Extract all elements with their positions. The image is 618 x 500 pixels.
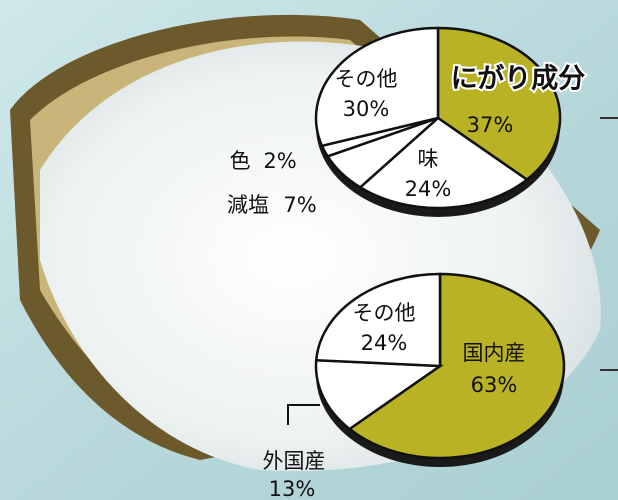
pie-slice — [436, 26, 562, 182]
slice-label: 減塩 — [227, 193, 269, 217]
slice-label: 外国産 — [263, 449, 326, 473]
pie-slice — [358, 116, 530, 210]
value-label: 30% — [343, 97, 390, 121]
value-label: 63% — [471, 373, 518, 397]
value-label: 24% — [361, 331, 408, 355]
value-label: 37% — [467, 113, 514, 137]
slice-label: 味 — [418, 147, 439, 171]
value-label: 13% — [269, 477, 316, 500]
pie-slice — [314, 358, 444, 431]
value-label: 24% — [405, 177, 452, 201]
slice-label: 国内産 — [463, 341, 526, 365]
slice-label: 色 — [230, 149, 251, 173]
slice-label: その他 — [335, 67, 398, 91]
pie-slice — [314, 26, 440, 148]
slice-label: にがり成分 — [451, 63, 585, 95]
pie-slice — [347, 272, 566, 460]
value-label: 7% — [283, 193, 316, 217]
leader-line — [287, 404, 320, 425]
value-label: 2% — [263, 149, 296, 173]
slice-label: その他 — [353, 301, 416, 325]
pie-slice — [314, 272, 442, 368]
